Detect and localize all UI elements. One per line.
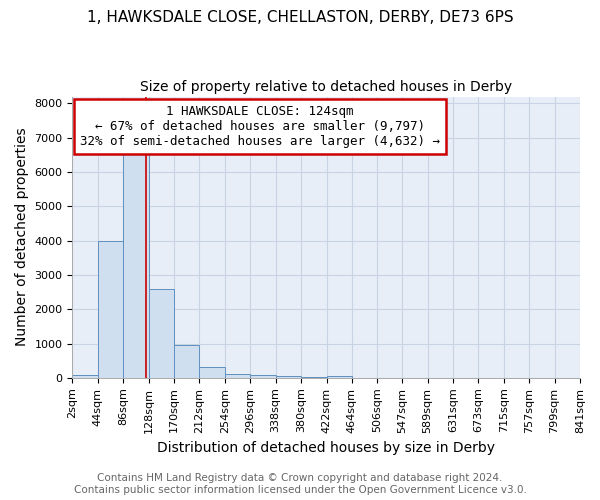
- Y-axis label: Number of detached properties: Number of detached properties: [15, 128, 29, 346]
- Bar: [199, 367, 225, 378]
- Bar: [73, 375, 98, 378]
- Bar: [275, 376, 301, 378]
- Bar: [174, 345, 199, 378]
- Bar: [98, 240, 123, 378]
- Title: Size of property relative to detached houses in Derby: Size of property relative to detached ho…: [140, 80, 512, 94]
- Bar: [123, 152, 149, 378]
- Text: 1 HAWKSDALE CLOSE: 124sqm
← 67% of detached houses are smaller (9,797)
32% of se: 1 HAWKSDALE CLOSE: 124sqm ← 67% of detac…: [80, 105, 440, 148]
- X-axis label: Distribution of detached houses by size in Derby: Distribution of detached houses by size …: [157, 441, 495, 455]
- Bar: [149, 288, 174, 378]
- Bar: [326, 376, 352, 378]
- Text: 1, HAWKSDALE CLOSE, CHELLASTON, DERBY, DE73 6PS: 1, HAWKSDALE CLOSE, CHELLASTON, DERBY, D…: [86, 10, 514, 25]
- Text: Contains HM Land Registry data © Crown copyright and database right 2024.
Contai: Contains HM Land Registry data © Crown c…: [74, 474, 526, 495]
- Bar: [301, 377, 326, 378]
- Bar: [225, 374, 250, 378]
- Bar: [250, 375, 275, 378]
